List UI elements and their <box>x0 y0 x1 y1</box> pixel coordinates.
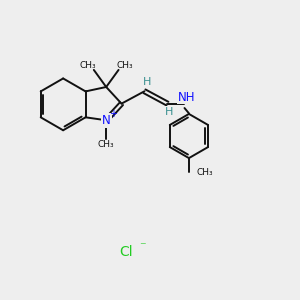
Text: H: H <box>142 77 151 87</box>
Text: Cl: Cl <box>120 244 133 259</box>
Text: H: H <box>165 107 173 117</box>
Text: CH₃: CH₃ <box>79 61 96 70</box>
Text: +: + <box>109 109 117 119</box>
Text: CH₃: CH₃ <box>98 140 115 148</box>
Text: ⁻: ⁻ <box>139 241 146 254</box>
Text: CH₃: CH₃ <box>196 168 213 177</box>
Text: N: N <box>102 114 111 127</box>
Text: CH₃: CH₃ <box>117 61 133 70</box>
Text: NH: NH <box>178 91 195 103</box>
